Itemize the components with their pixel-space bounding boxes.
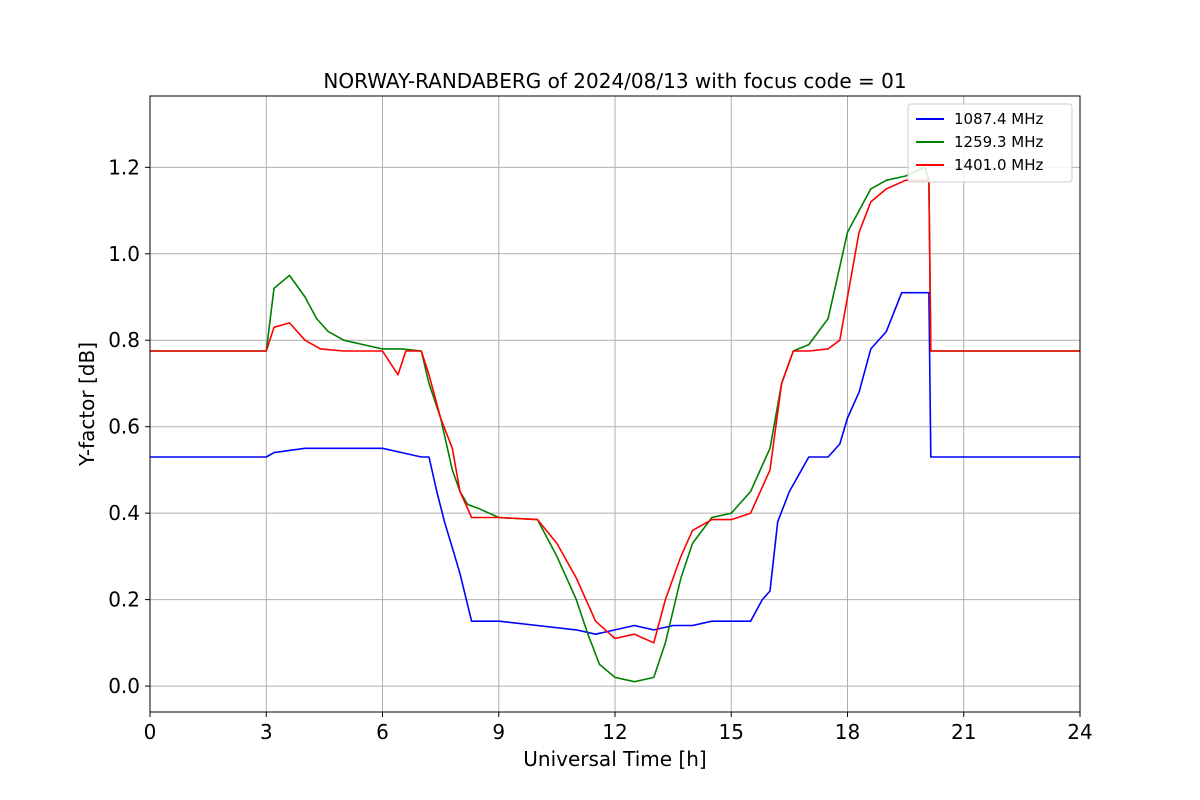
series-line-1 [150,291,1080,636]
x-tick-label: 9 [492,720,505,744]
series-line-3 [150,179,1080,644]
y-tick-label: 1.0 [108,242,140,266]
x-tick-label: 15 [719,720,744,744]
x-tick-label: 6 [376,720,389,744]
series-layer [150,166,1080,683]
legend-label: 1401.0 MHz [954,156,1043,174]
y-tick-label: 0.6 [108,415,140,439]
legend-label: 1087.4 MHz [954,110,1043,128]
x-tick-label: 18 [835,720,860,744]
legend-label: 1259.3 MHz [954,133,1043,151]
y-tick-label: 1.2 [108,155,140,179]
grid-layer [149,96,1081,712]
x-tick-label: 12 [602,720,627,744]
y-tick-label: 0.0 [108,674,140,698]
tick-layer: 0 3 6 9 12 15 18 21 24 0.0 0.2 0.4 0.6 0.8 1.0 1.2 [108,155,1093,744]
y-tick-label: 0.8 [108,328,140,352]
x-axis-label: Universal Time [h] [523,747,706,771]
x-tick-label: 24 [1067,720,1092,744]
legend: 1087.4 MHz 1259.3 MHz 1401.0 MHz [907,103,1073,183]
chart-title: NORWAY-RANDABERG of 2024/08/13 with focu… [323,69,906,93]
x-tick-label: 3 [260,720,273,744]
y-tick-label: 0.4 [108,501,140,525]
y-tick-label: 0.2 [108,588,140,612]
x-tick-label: 21 [951,720,976,744]
series-line-2 [150,166,1080,683]
y-axis-label: Y-factor [dB] [75,342,99,467]
x-tick-label: 0 [144,720,157,744]
legend-box [907,103,1073,183]
